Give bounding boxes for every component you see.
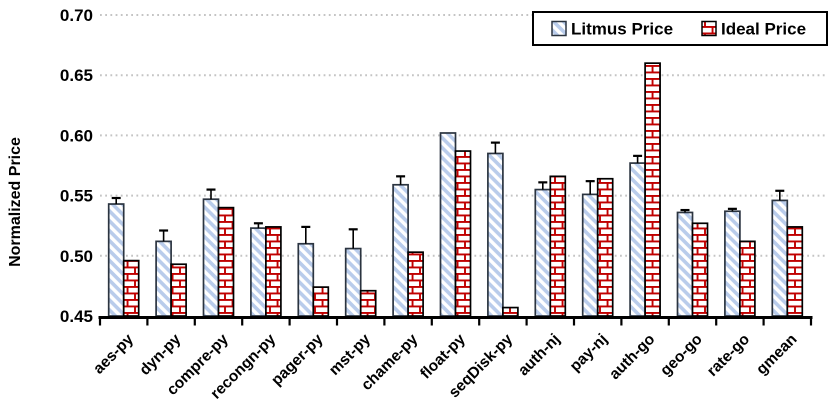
bar-litmus-rate-go (724, 210, 741, 317)
legend-swatch-litmus-icon (551, 20, 567, 37)
bar-litmus-aes-py (107, 203, 125, 317)
legend-box (532, 11, 828, 46)
bar-litmus-auth-nj (534, 188, 552, 317)
x-tick-label-rate-go: rate-go (704, 331, 753, 380)
bar-ideal-seqDisk-py (502, 306, 519, 317)
x-tick-label-auth-nj: auth-nj (515, 331, 564, 380)
legend-label-litmus: Litmus Price (571, 20, 673, 39)
bar-ideal-chame-py (407, 251, 424, 317)
bar-ideal-rate-go (739, 240, 756, 317)
bar-ideal-recongn-py (265, 226, 282, 317)
legend-label-ideal: Ideal Price (721, 20, 806, 39)
legend: Litmus Price Ideal Price (532, 11, 828, 46)
bar-litmus-dyn-py (155, 240, 172, 317)
bar-ideal-compre-py (217, 206, 235, 317)
x-tick-label-geo-go: geo-go (657, 331, 706, 380)
bar-litmus-geo-go (676, 211, 694, 317)
x-tick-label-auth-go: auth-go (606, 331, 658, 383)
y-axis-title: Normalized Price (7, 137, 24, 267)
y-tick-label-0.70: 0.70 (60, 6, 93, 25)
bar-ideal-mst-py (359, 289, 377, 317)
x-tick-label-dyn-py: dyn-py (136, 331, 184, 379)
y-tick-label-0.60: 0.60 (60, 126, 93, 145)
bar-ideal-float-py (454, 150, 472, 317)
bar-ideal-geo-go (691, 222, 709, 317)
bar-ideal-gmean (786, 226, 804, 317)
x-tick-label-mst-py: mst-py (326, 331, 374, 379)
legend-swatch-ideal-icon (701, 20, 717, 37)
bar-litmus-gmean (771, 199, 789, 317)
bar-litmus-recongn-py (250, 227, 267, 317)
bar-litmus-mst-py (344, 247, 362, 317)
bar-ideal-aes-py (122, 259, 140, 317)
y-tick-label-0.65: 0.65 (60, 66, 93, 85)
bar-litmus-float-py (439, 132, 457, 317)
bar-litmus-chame-py (392, 183, 409, 317)
x-tick-label-pay-nj: pay-nj (567, 331, 611, 375)
bar-ideal-auth-nj (549, 175, 567, 317)
bar-litmus-pay-nj (581, 193, 599, 317)
bar-ideal-pay-nj (596, 177, 614, 317)
bar-litmus-seqDisk-py (487, 152, 504, 317)
x-tick-label-aes-py: aes-py (90, 331, 137, 378)
x-tick-label-pager-py: pager-py (268, 331, 327, 390)
bar-litmus-pager-py (297, 242, 315, 317)
y-tick-label-0.45: 0.45 (60, 307, 93, 326)
x-tick-label-gmean: gmean (753, 331, 800, 378)
y-tick-label-0.50: 0.50 (60, 247, 93, 266)
bar-litmus-auth-go (629, 162, 646, 317)
bar-litmus-compre-py (202, 198, 220, 317)
bar-ideal-dyn-py (170, 263, 187, 317)
y-tick-label-0.55: 0.55 (60, 187, 93, 206)
bar-ideal-auth-go (644, 62, 661, 317)
bar-ideal-pager-py (312, 286, 330, 317)
